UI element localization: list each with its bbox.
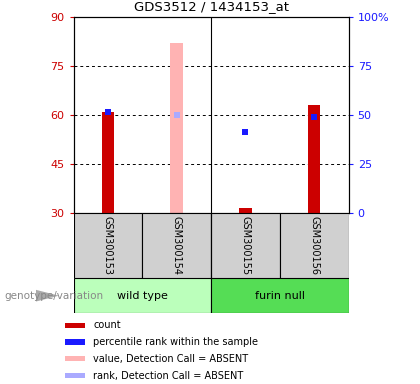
- Text: GSM300154: GSM300154: [172, 216, 182, 275]
- Text: percentile rank within the sample: percentile rank within the sample: [94, 337, 258, 347]
- Bar: [65, 356, 84, 361]
- Bar: [65, 373, 84, 378]
- Bar: [65, 339, 84, 345]
- Text: genotype/variation: genotype/variation: [4, 291, 103, 301]
- Text: GSM300156: GSM300156: [309, 216, 319, 275]
- Bar: [280, 213, 349, 278]
- Bar: [102, 112, 114, 213]
- Text: GSM300155: GSM300155: [240, 216, 250, 275]
- Text: rank, Detection Call = ABSENT: rank, Detection Call = ABSENT: [94, 371, 244, 381]
- Bar: [74, 213, 142, 278]
- Bar: [142, 213, 211, 278]
- Bar: [74, 278, 211, 313]
- Bar: [211, 213, 280, 278]
- Text: count: count: [94, 320, 121, 330]
- Bar: [65, 323, 84, 328]
- Text: furin null: furin null: [255, 291, 305, 301]
- Text: wild type: wild type: [117, 291, 168, 301]
- Text: value, Detection Call = ABSENT: value, Detection Call = ABSENT: [94, 354, 249, 364]
- Bar: [211, 278, 349, 313]
- Text: GSM300153: GSM300153: [103, 216, 113, 275]
- Title: GDS3512 / 1434153_at: GDS3512 / 1434153_at: [134, 0, 289, 13]
- Bar: [239, 208, 252, 213]
- Polygon shape: [36, 290, 59, 301]
- Bar: [171, 43, 183, 213]
- Bar: [308, 106, 320, 213]
